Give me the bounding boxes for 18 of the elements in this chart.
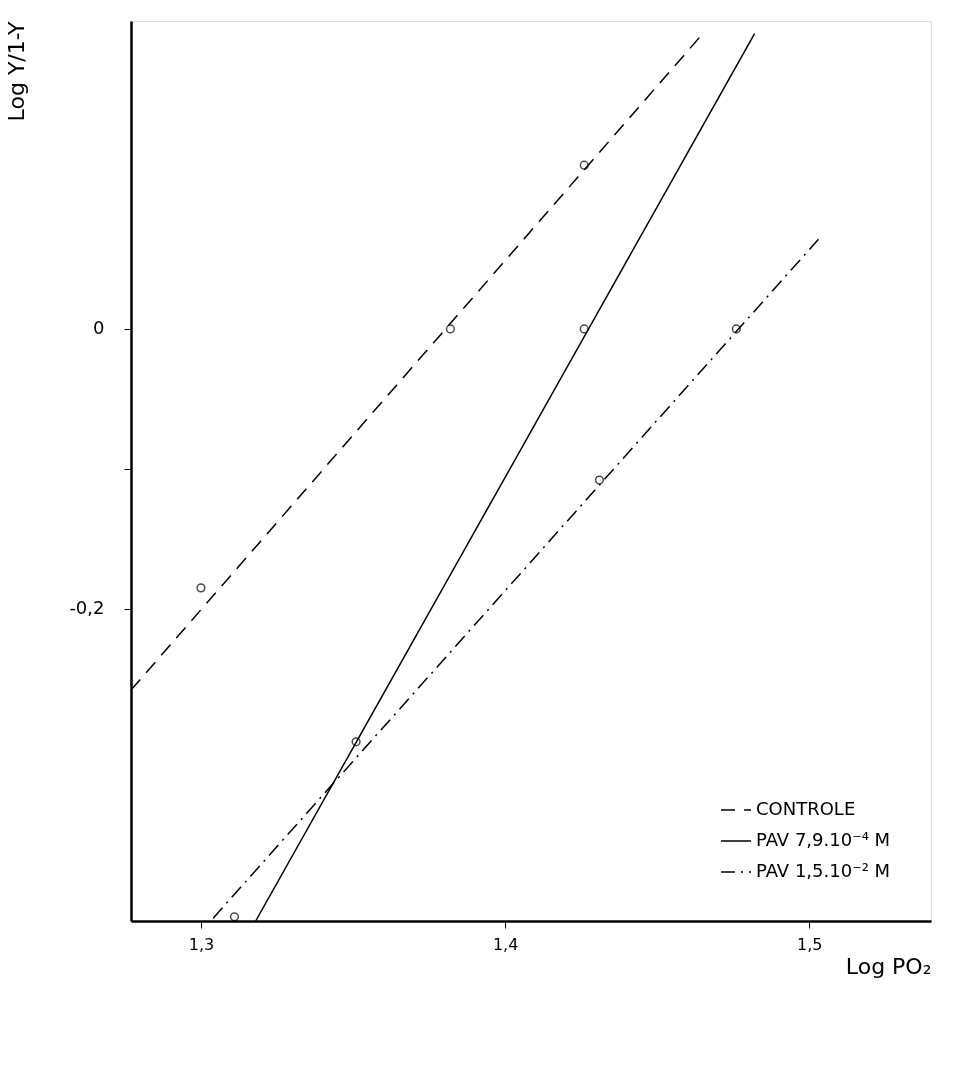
legend-label: PAV 7,9.10⁻⁴ M: [756, 829, 891, 850]
point: [579, 160, 589, 170]
point: [351, 737, 361, 747]
point: [594, 475, 605, 485]
x-tick-label: 1,4: [492, 934, 519, 954]
point: [731, 324, 741, 334]
x-axis-title: Log PO₂: [845, 953, 932, 979]
point: [196, 583, 206, 593]
y-axis-title: Log Y/1-Y: [4, 20, 30, 122]
point: [445, 324, 456, 334]
legend-label: CONTROLE: [756, 798, 856, 819]
x-tick-label: 1,5: [797, 934, 823, 954]
point: [579, 324, 589, 334]
point: [229, 912, 240, 922]
y-tick-label: -0,2: [69, 597, 105, 619]
x-tick-label: 1,3: [188, 934, 215, 954]
y-tick-label: 0: [93, 317, 105, 339]
legend-label: PAV 1,5.10⁻² M: [756, 860, 891, 881]
